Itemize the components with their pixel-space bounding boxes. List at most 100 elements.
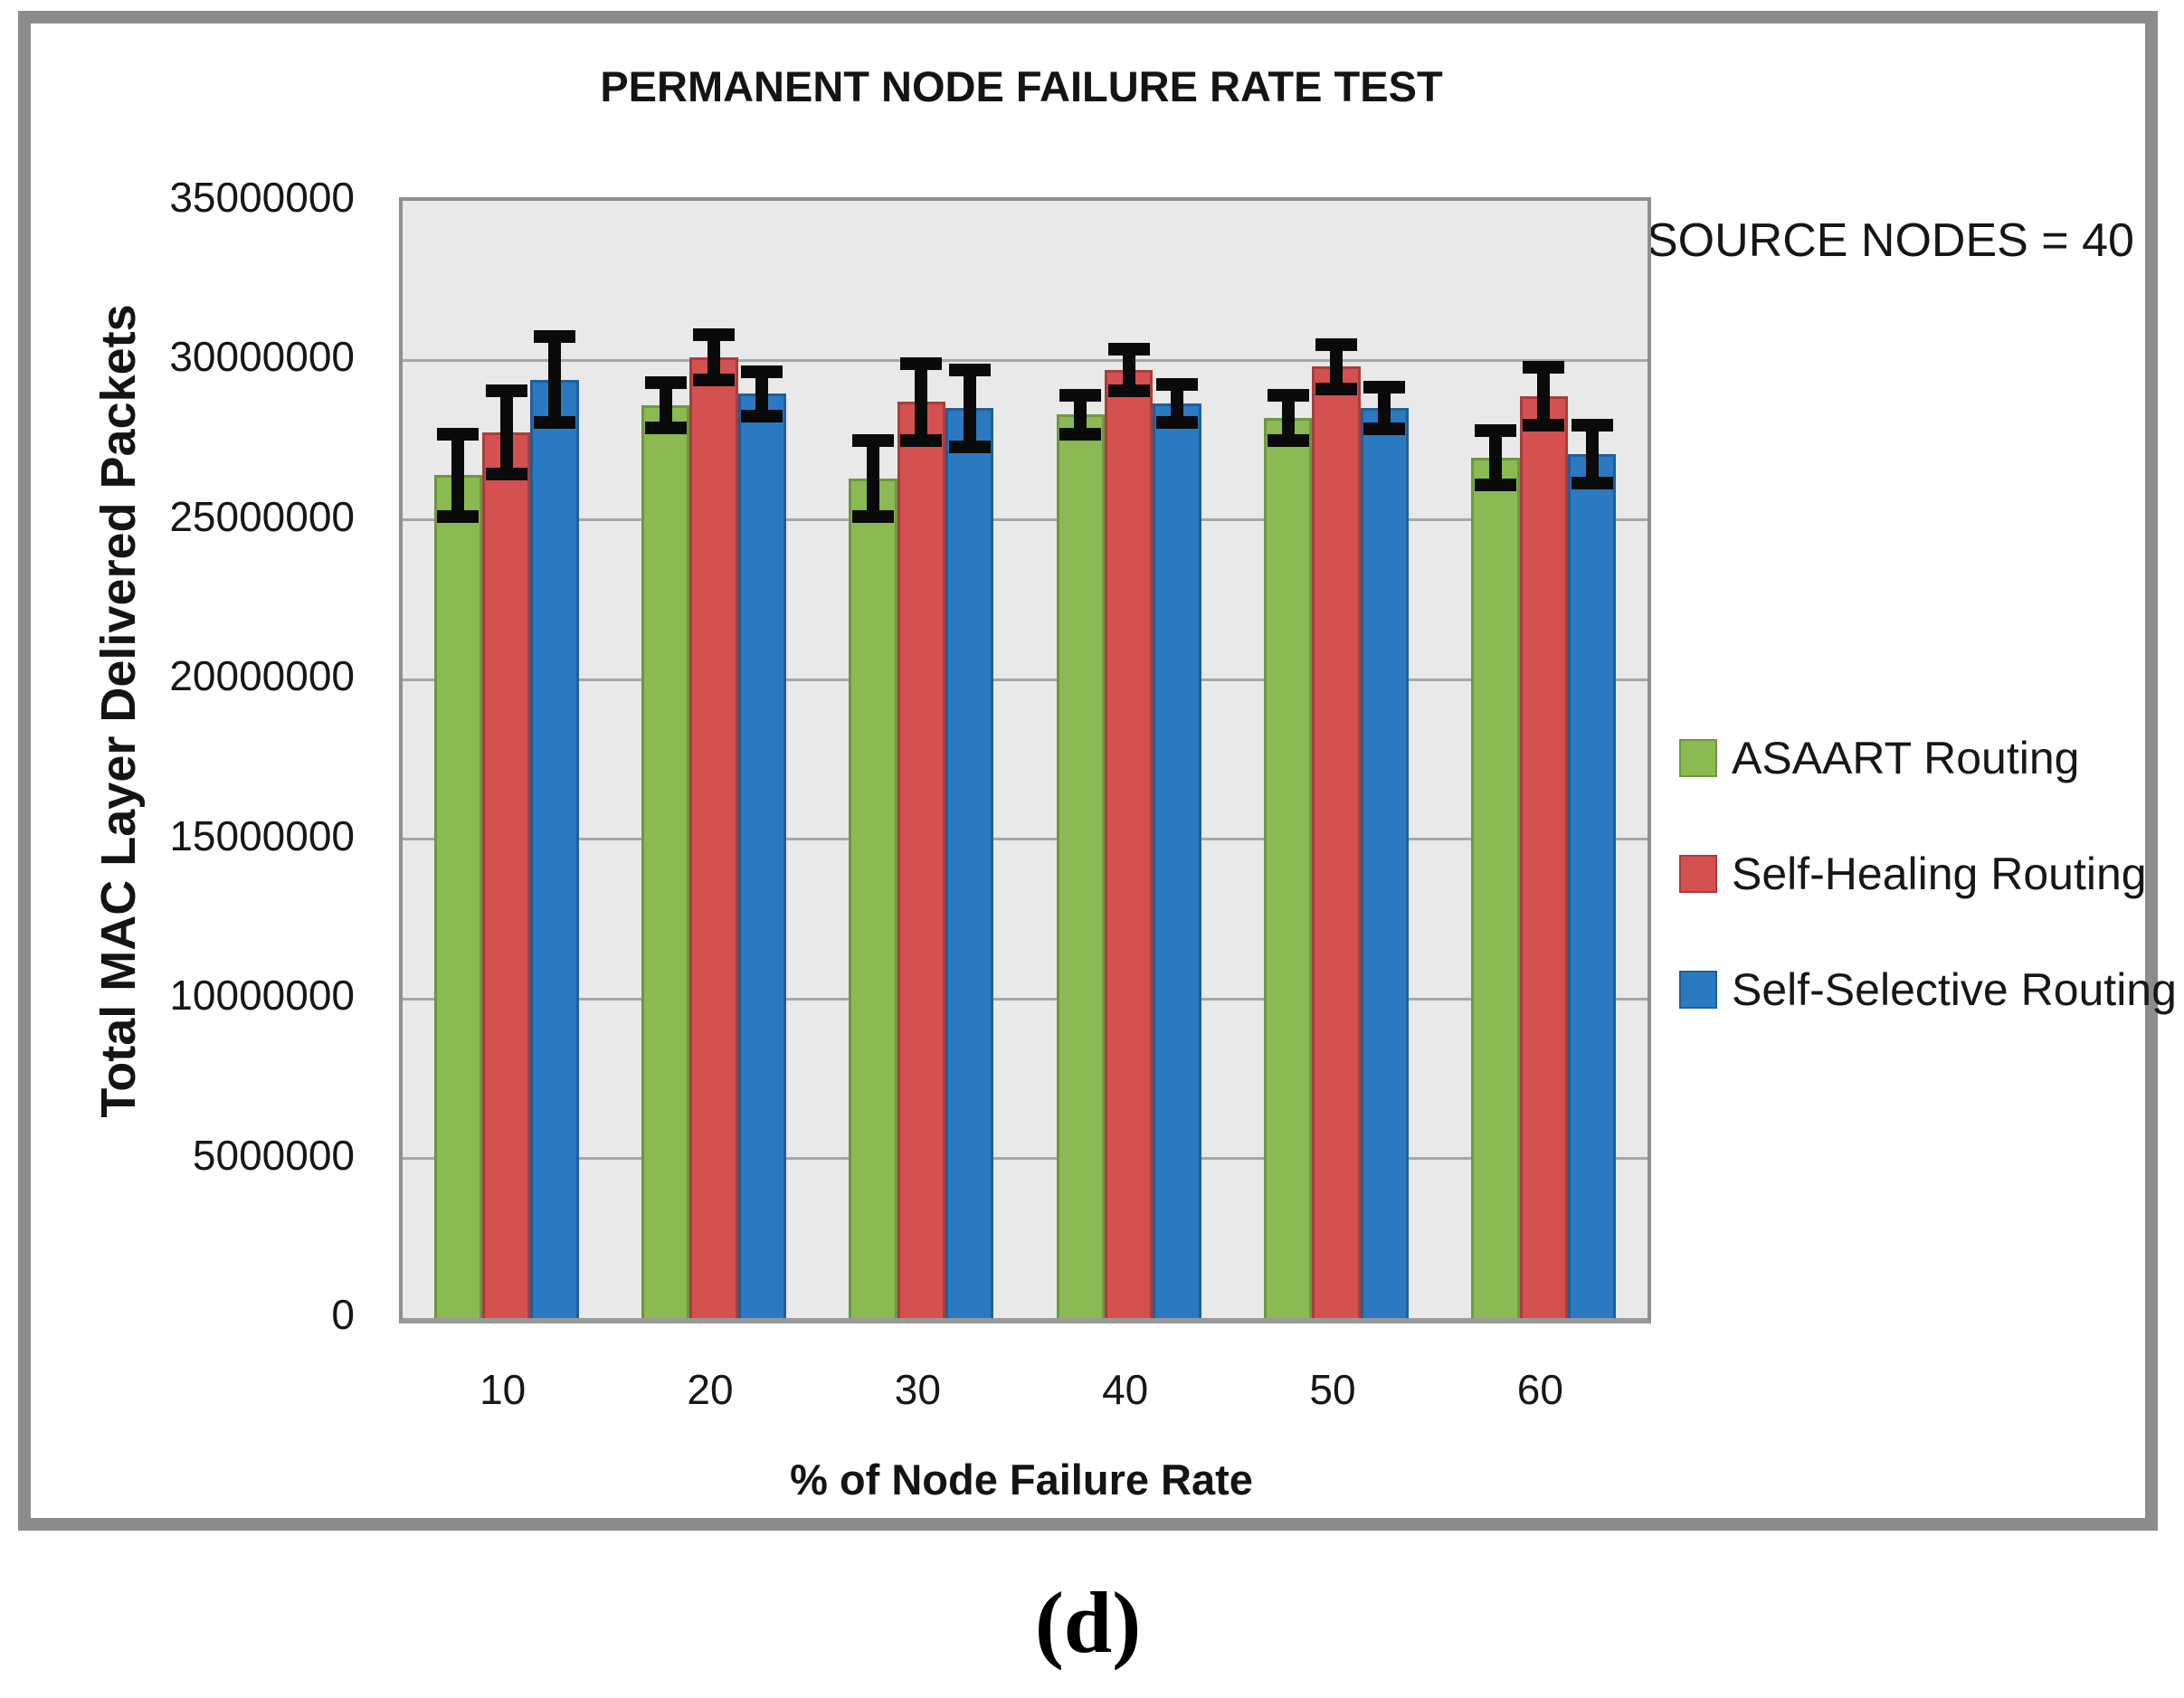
legend-label: Self-Healing Routing	[1732, 849, 2147, 899]
bar-asaart-routing-20	[641, 404, 690, 1318]
error-bar-cap	[1107, 384, 1150, 397]
y-tick-label: 25000000	[169, 492, 355, 540]
gridline	[403, 358, 1647, 362]
figure-caption: (d)	[1034, 1574, 1142, 1671]
bar-self-healing-routing-10	[482, 432, 531, 1318]
legend-color-swatch	[1679, 739, 1717, 777]
gridline	[403, 518, 1647, 522]
bar-self-healing-routing-50	[1312, 366, 1361, 1318]
error-bar	[915, 356, 928, 447]
bar-self-selective-routing-60	[1568, 453, 1617, 1318]
bar-self-selective-routing-50	[1360, 408, 1409, 1318]
plot-area	[399, 197, 1651, 1323]
error-bar-cap	[437, 510, 480, 524]
legend-color-swatch	[1679, 971, 1717, 1009]
bar-self-healing-routing-40	[1105, 370, 1154, 1318]
y-tick-label: 0	[331, 1291, 355, 1338]
y-tick-label: 15000000	[169, 811, 355, 859]
error-bar-cap	[1059, 427, 1102, 441]
error-bar-cap	[741, 410, 783, 423]
bar-asaart-routing-40	[1056, 414, 1105, 1318]
error-bar-cap	[1315, 337, 1357, 351]
bar-asaart-routing-60	[1471, 458, 1520, 1318]
error-bar-cap	[1156, 377, 1198, 391]
y-tick-label: 35000000	[169, 174, 355, 221]
error-bar-cap	[1363, 422, 1406, 436]
error-bar-cap	[852, 433, 894, 447]
error-bar	[867, 433, 879, 524]
error-bar-cap	[644, 421, 687, 434]
source-nodes-annotation: SOURCE NODES = 40	[1647, 214, 2134, 267]
error-bar	[1330, 337, 1343, 396]
x-tick-label: 20	[687, 1366, 734, 1413]
error-bar-cap	[1571, 419, 1613, 432]
bar-self-selective-routing-40	[1153, 403, 1201, 1318]
error-bar	[1585, 419, 1599, 489]
legend: ASAART Routing Self-Healing Routing Self-S…	[1679, 732, 2177, 1079]
bar-asaart-routing-10	[433, 475, 482, 1318]
bar-self-selective-routing-30	[945, 408, 994, 1318]
x-tick-label: 50	[1309, 1366, 1356, 1413]
error-bar-cap	[900, 433, 943, 447]
error-bar	[499, 384, 513, 480]
gridline	[403, 997, 1647, 1001]
legend-label: ASAART Routing	[1732, 733, 2080, 783]
error-bar-cap	[741, 365, 783, 378]
y-tick-label: 5000000	[192, 1131, 355, 1179]
error-bar-cap	[644, 376, 687, 390]
error-bar-cap	[1571, 476, 1613, 489]
error-bar	[1074, 389, 1087, 441]
error-bar-cap	[900, 356, 943, 370]
chart-title: PERMANENT NODE FAILURE RATE TEST	[600, 62, 1443, 110]
error-bar	[1378, 381, 1391, 436]
error-bar	[1281, 389, 1295, 447]
error-bar-cap	[1523, 361, 1565, 375]
x-tick-label: 30	[894, 1366, 941, 1413]
error-bar-cap	[485, 467, 527, 480]
error-bar	[1122, 343, 1135, 397]
error-bar-cap	[693, 373, 735, 386]
error-bar-cap	[1267, 433, 1309, 447]
error-bar-cap	[1107, 343, 1150, 356]
legend-item: Self-Selective Routing	[1679, 963, 2177, 1016]
error-bar-cap	[948, 440, 991, 453]
legend-color-swatch	[1679, 855, 1717, 893]
bar-self-selective-routing-10	[530, 379, 579, 1318]
error-bar-cap	[437, 427, 480, 441]
error-bar-cap	[1475, 479, 1516, 492]
error-bar-cap	[1523, 418, 1565, 432]
x-tick-label: 60	[1516, 1366, 1563, 1413]
x-axis-title: % of Node Failure Rate	[790, 1456, 1253, 1504]
figure-frame: PERMANENT NODE FAILURE RATE TEST SOURCE …	[18, 11, 2177, 1531]
bar-self-selective-routing-20	[737, 394, 786, 1318]
error-bar-cap	[1059, 389, 1102, 403]
y-tick-label: 10000000	[169, 972, 355, 1020]
bar-asaart-routing-30	[849, 478, 897, 1318]
error-bar-cap	[1475, 424, 1516, 437]
error-bar-cap	[534, 416, 575, 430]
error-bar	[1489, 424, 1502, 492]
error-bar-cap	[1363, 381, 1406, 394]
error-bar	[755, 365, 769, 423]
error-bar	[548, 329, 561, 430]
error-bar	[1171, 377, 1183, 430]
bar-self-healing-routing-60	[1519, 395, 1568, 1318]
gridline	[403, 838, 1647, 841]
error-bar-cap	[852, 510, 894, 524]
error-bar-cap	[948, 363, 991, 376]
y-tick-label: 30000000	[169, 333, 355, 381]
x-tick-label: 10	[480, 1366, 527, 1413]
error-bar	[659, 376, 672, 434]
error-bar-cap	[485, 384, 527, 397]
y-tick-label: 20000000	[169, 652, 355, 700]
error-bar-cap	[1315, 383, 1357, 396]
bar-asaart-routing-50	[1264, 417, 1313, 1318]
gridline	[403, 1157, 1647, 1161]
legend-label: Self-Selective Routing	[1732, 964, 2177, 1015]
bar-self-healing-routing-30	[897, 402, 945, 1318]
error-bar	[963, 363, 976, 453]
bar-self-healing-routing-20	[689, 356, 738, 1318]
legend-item: Self-Healing Routing	[1679, 848, 2177, 900]
gridline	[403, 678, 1647, 681]
